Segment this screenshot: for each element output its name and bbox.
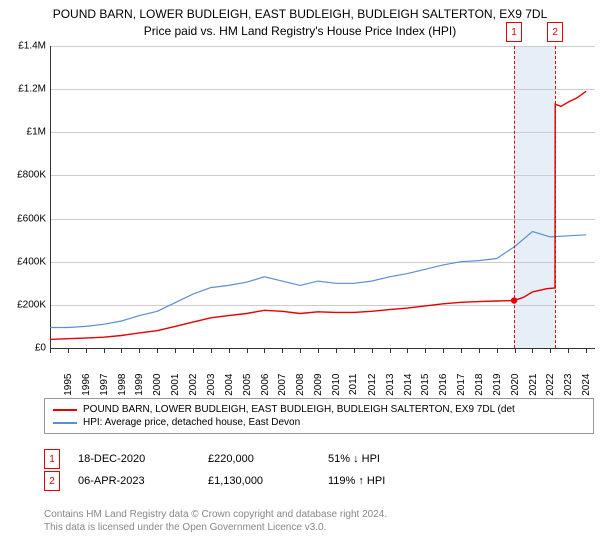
y-axis-label: £200K [2, 299, 46, 310]
x-axis-label: 2015 [420, 374, 431, 396]
x-axis-label: 2023 [563, 374, 574, 396]
x-axis-label: 2008 [295, 374, 306, 396]
table-row: 206-APR-2023£1,130,000119% ↑ HPI [44, 470, 594, 492]
x-axis-label: 2020 [509, 374, 520, 396]
x-axis-label: 1997 [98, 374, 109, 396]
x-axis-label: 2000 [152, 374, 163, 396]
x-axis-label: 2003 [206, 374, 217, 396]
transaction-marker: 1 [44, 449, 60, 469]
grid-line-h [50, 348, 595, 349]
x-axis-label: 2007 [277, 374, 288, 396]
x-axis-label: 1996 [81, 374, 92, 396]
marker-callout: 2 [547, 22, 563, 42]
transaction-table: 118-DEC-2020£220,00051% ↓ HPI206-APR-202… [44, 448, 594, 492]
x-axis-label: 2014 [402, 374, 413, 396]
table-row: 118-DEC-2020£220,00051% ↓ HPI [44, 448, 594, 470]
x-axis-label: 2024 [581, 374, 592, 396]
x-axis-label: 2010 [331, 374, 342, 396]
chart-plot-area: £0£200K£400K£600K£800K£1M£1.2M£1.4M19951… [50, 46, 595, 348]
x-axis-label: 2006 [259, 374, 270, 396]
x-axis-label: 2022 [545, 374, 556, 396]
legend-blue-label: HPI: Average price, detached house, East… [83, 417, 300, 428]
y-axis-label: £1M [2, 127, 46, 138]
x-axis-label: 1999 [134, 374, 145, 396]
x-axis-label: 1995 [63, 374, 74, 396]
x-axis-label: 2018 [474, 374, 485, 396]
legend-swatch-red [53, 409, 77, 411]
x-axis-label: 2011 [348, 374, 359, 396]
legend-swatch-blue [53, 422, 77, 424]
x-axis-label: 2019 [492, 374, 503, 396]
legend-red-label: POUND BARN, LOWER BUDLEIGH, EAST BUDLEIG… [83, 404, 515, 415]
legend-box: POUND BARN, LOWER BUDLEIGH, EAST BUDLEIG… [44, 398, 594, 434]
x-axis-label: 2009 [313, 374, 324, 396]
y-axis-label: £800K [2, 170, 46, 181]
y-axis-label: £1.2M [2, 84, 46, 95]
x-axis-label: 1998 [116, 374, 127, 396]
x-axis-label: 2013 [384, 374, 395, 396]
x-axis-label: 2012 [367, 374, 378, 396]
transaction-marker: 2 [44, 471, 60, 491]
y-axis-label: £400K [2, 256, 46, 267]
marker-callout: 1 [506, 22, 522, 42]
x-axis-label: 2016 [438, 374, 449, 396]
x-axis-label: 2004 [224, 374, 235, 396]
y-axis-label: £0 [2, 343, 46, 354]
y-axis-label: £600K [2, 213, 46, 224]
footer-text: Contains HM Land Registry data © Crown c… [44, 508, 387, 534]
x-axis-label: 2017 [456, 374, 467, 396]
x-axis-label: 2001 [170, 374, 181, 396]
x-axis-label: 2005 [241, 374, 252, 396]
y-axis-label: £1.4M [2, 41, 46, 52]
x-axis-label: 2021 [527, 374, 538, 396]
marker-dashed-line [514, 46, 515, 348]
marker-dashed-line [555, 46, 556, 348]
x-axis-label: 2002 [188, 374, 199, 396]
